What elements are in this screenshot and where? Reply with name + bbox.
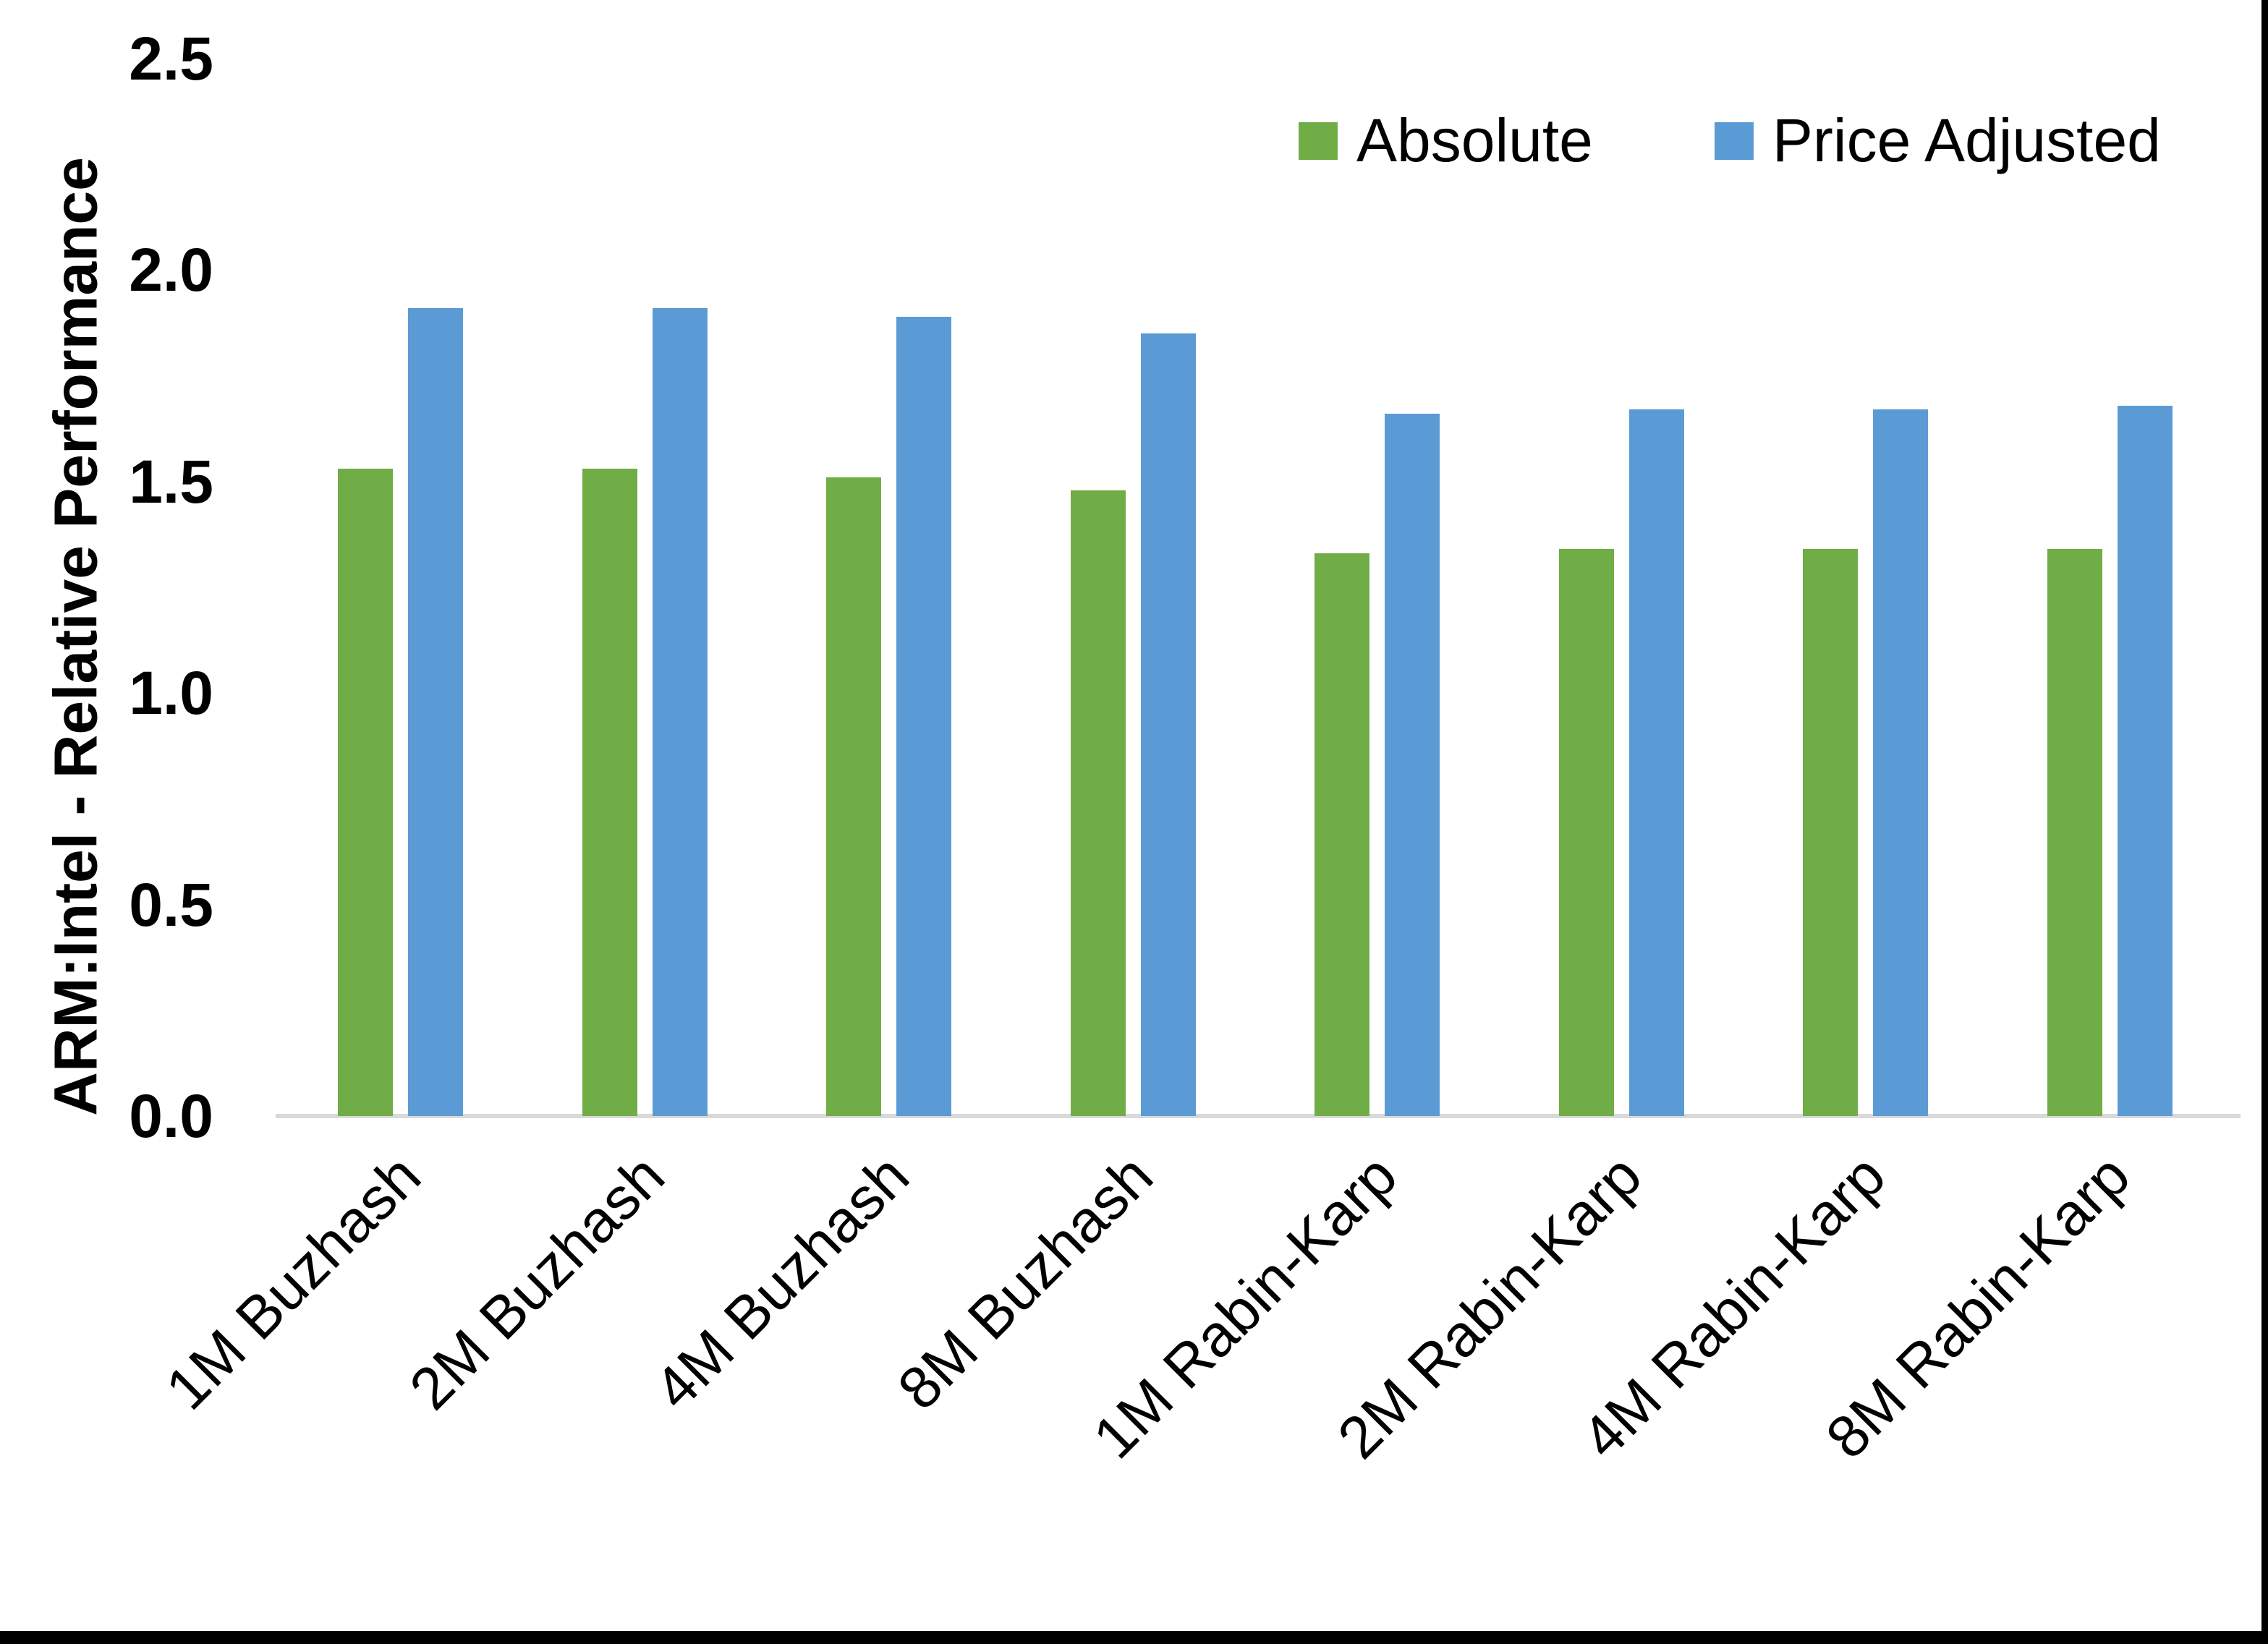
plot-area: 0.0 0.5 1.0 1.5 2.0 2.5 1M Buzhash 2M Buzhash 4… <box>129 25 2241 1471</box>
legend-item-absolute: Absolute <box>1299 106 1593 176</box>
bar-absolute-4m-buzhash <box>826 477 882 1116</box>
legend-label-absolute: Absolute <box>1356 106 1593 174</box>
bar-price-adjusted-8m-buzhash <box>1140 333 1196 1116</box>
bar-price-adjusted-1m-rabin-karp <box>1385 414 1440 1116</box>
y-tick-label-1-5: 1.5 <box>129 447 213 516</box>
legend-item-price-adjusted: Price Adjusted <box>1714 106 2161 176</box>
bar-absolute-8m-buzhash <box>1070 490 1126 1116</box>
frame-border-bottom <box>0 1631 2268 1644</box>
legend-swatch-absolute <box>1299 122 1338 160</box>
y-tick-label-2-0: 2.0 <box>129 236 213 304</box>
bar-absolute-2m-buzhash <box>582 469 637 1116</box>
bar-absolute-1m-rabin-karp <box>1314 553 1370 1116</box>
bar-price-adjusted-1m-buzhash <box>408 308 464 1116</box>
bar-price-adjusted-2m-buzhash <box>652 308 708 1116</box>
bar-absolute-4m-rabin-karp <box>1803 549 1859 1116</box>
legend-label-price-adjusted: Price Adjusted <box>1772 106 2161 174</box>
bar-price-adjusted-8m-rabin-karp <box>2117 405 2173 1116</box>
x-axis-label-2m-buzhash: 2M Buzhash <box>397 1142 678 1423</box>
bar-price-adjusted-4m-rabin-karp <box>1873 409 1929 1116</box>
bar-price-adjusted-4m-buzhash <box>896 316 952 1116</box>
x-axis-line <box>276 1114 2241 1118</box>
y-tick-label-1-0: 1.0 <box>129 659 213 728</box>
y-tick-label-0-0: 0.0 <box>129 1082 213 1150</box>
legend: Absolute Price Adjusted <box>1299 106 2161 176</box>
bar-price-adjusted-2m-rabin-karp <box>1628 409 1684 1116</box>
bar-absolute-8m-rabin-karp <box>2047 549 2102 1116</box>
bar-absolute-2m-rabin-karp <box>1558 549 1614 1116</box>
bar-absolute-1m-buzhash <box>338 469 394 1116</box>
legend-swatch-price-adjusted <box>1714 122 1754 160</box>
frame-border-right <box>2261 0 2268 1644</box>
y-tick-label-0-5: 0.5 <box>129 870 213 939</box>
x-axis-label-4m-buzhash: 4M Buzhash <box>642 1142 922 1423</box>
y-tick-label-2-5: 2.5 <box>129 25 213 93</box>
x-axis-label-1m-buzhash: 1M Buzhash <box>153 1142 433 1423</box>
